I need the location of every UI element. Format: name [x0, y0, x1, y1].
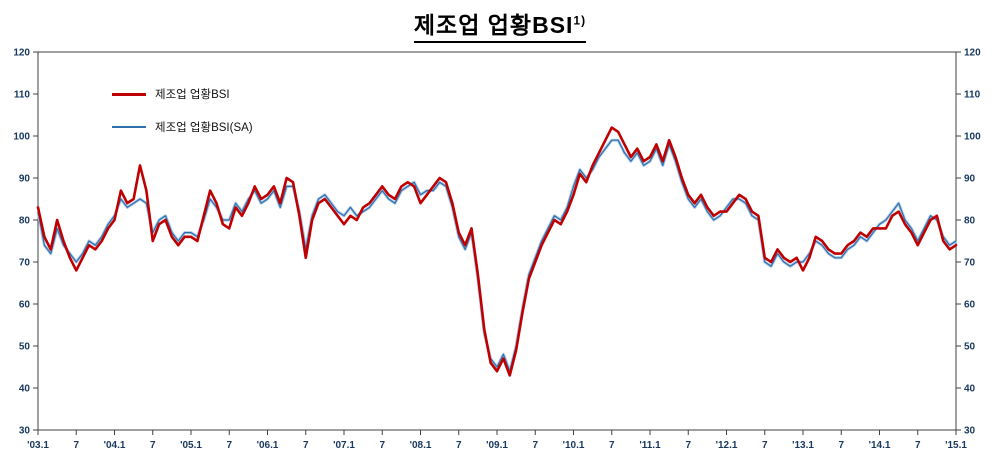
y-axis-label-left: 70 [19, 258, 31, 269]
title-underline: 제조업 업황BSI1) [413, 6, 587, 43]
legend: 제조업 업황BSI 제조업 업황BSI(SA) [112, 84, 253, 150]
x-axis-label: '05.1 [180, 440, 202, 451]
y-axis-label-right: 110 [964, 90, 981, 101]
x-axis-label: '10.1 [563, 440, 585, 451]
x-axis-label: '14.1 [869, 440, 891, 451]
x-axis-label: '03.1 [27, 440, 49, 451]
x-axis-label: '08.1 [410, 440, 432, 451]
y-axis-label-left: 110 [14, 90, 31, 101]
series-line-bsi-sa [37, 139, 957, 372]
y-axis-label-left: 100 [13, 132, 30, 143]
y-axis-label-left: 40 [19, 384, 31, 395]
x-axis-label: '13.1 [792, 440, 814, 451]
x-axis-label: 7 [226, 440, 232, 451]
y-axis-label-right: 30 [964, 426, 976, 437]
y-axis-label-right: 60 [964, 300, 976, 311]
y-axis-label-right: 90 [964, 174, 976, 185]
y-axis-label-right: 40 [964, 384, 976, 395]
x-axis-label: 7 [379, 440, 385, 451]
y-axis-label-left: 30 [19, 426, 31, 437]
title-text: 제조업 업황BSI [413, 12, 574, 38]
title-footnote-marker: 1) [573, 13, 587, 28]
x-axis-label: 7 [762, 440, 768, 451]
x-axis-label: 7 [303, 440, 309, 451]
y-axis-label-left: 60 [19, 300, 31, 311]
x-axis-label: '11.1 [639, 440, 661, 451]
x-axis-label: 7 [73, 440, 79, 451]
legend-line-bsi [112, 92, 146, 96]
y-axis-label-right: 80 [964, 216, 976, 227]
x-axis-label: '04.1 [104, 440, 126, 451]
series-line-bsi-sa-halo [36, 138, 957, 373]
y-axis-label-right: 120 [964, 48, 981, 59]
x-axis-label: 7 [150, 440, 156, 451]
legend-item-bsi: 제조업 업황BSI [112, 84, 253, 104]
x-axis-label: '09.1 [486, 440, 508, 451]
legend-item-bsi-sa: 제조업 업황BSI(SA) [112, 117, 253, 137]
x-axis-label: 7 [532, 440, 538, 451]
legend-line-bsi-sa [112, 126, 146, 128]
x-axis-label: 7 [838, 440, 844, 451]
series-line-bsi [36, 126, 958, 377]
y-axis-label-left: 50 [19, 342, 31, 353]
y-axis-label-right: 100 [964, 132, 981, 143]
x-axis-label: '15.1 [945, 440, 967, 451]
y-axis-label-left: 120 [13, 48, 30, 59]
x-axis-label: 7 [915, 440, 921, 451]
x-axis-label: '12.1 [716, 440, 738, 451]
legend-label-bsi: 제조업 업황BSI [155, 89, 230, 101]
x-axis-label: 7 [685, 440, 691, 451]
legend-label-bsi-sa: 제조업 업황BSI(SA) [155, 122, 253, 134]
x-axis-label: '06.1 [257, 440, 279, 451]
y-axis-label-right: 50 [964, 342, 976, 353]
page-title: 제조업 업황BSI1) [0, 6, 1000, 43]
y-axis-label-right: 70 [964, 258, 976, 269]
x-axis-label: '07.1 [333, 440, 355, 451]
y-axis-label-left: 90 [19, 174, 31, 185]
x-axis-label: 7 [456, 440, 462, 451]
x-axis-label: 7 [609, 440, 615, 451]
y-axis-label-left: 80 [19, 216, 31, 227]
